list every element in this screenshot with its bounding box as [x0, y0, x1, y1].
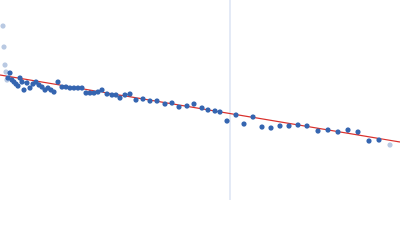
data-point [241, 121, 247, 127]
data-point [315, 128, 321, 134]
data-point [87, 90, 93, 96]
data-point [91, 90, 97, 96]
data-point [17, 75, 23, 81]
data-point [21, 87, 27, 93]
data-point [5, 75, 11, 81]
data-point [277, 123, 283, 129]
data-point [154, 98, 160, 104]
data-point [133, 97, 139, 103]
data-point [212, 108, 218, 114]
data-point [79, 85, 85, 91]
data-point [233, 112, 239, 118]
data-point [191, 101, 197, 107]
data-point [162, 101, 168, 107]
page: (() => { const data = JSON.parse(documen… [0, 0, 400, 200]
data-point [217, 109, 223, 115]
data-point [104, 91, 110, 97]
data-point [366, 138, 372, 144]
data-point [127, 91, 133, 97]
data-point [83, 90, 89, 96]
data-point [0, 23, 6, 29]
data-point [325, 127, 331, 133]
data-point [1, 44, 7, 50]
data-point [3, 69, 9, 75]
data-point [95, 89, 101, 95]
data-point [387, 142, 393, 148]
data-point [24, 80, 30, 86]
data-point [295, 122, 301, 128]
data-point [109, 92, 115, 98]
data-point [259, 124, 265, 130]
data-point [63, 84, 69, 90]
data-point [224, 118, 230, 124]
data-point [59, 84, 65, 90]
data-point [140, 96, 146, 102]
data-point [2, 62, 8, 68]
data-point [27, 85, 33, 91]
data-point [15, 83, 21, 89]
data-point [113, 92, 119, 98]
data-point [55, 79, 61, 85]
data-point [355, 129, 361, 135]
data-point [268, 125, 274, 131]
data-point [75, 85, 81, 91]
data-point [71, 85, 77, 91]
data-point [304, 123, 310, 129]
data-point [176, 104, 182, 110]
data-point [117, 95, 123, 101]
chart [0, 0, 400, 200]
data-point [67, 85, 73, 91]
data-point [205, 107, 211, 113]
data-point [99, 87, 105, 93]
data-point [286, 123, 292, 129]
data-point [122, 92, 128, 98]
data-point [335, 129, 341, 135]
data-point [199, 105, 205, 111]
data-point [376, 137, 382, 143]
data-point [147, 98, 153, 104]
data-point [184, 103, 190, 109]
data-point [345, 127, 351, 133]
data-point [19, 79, 25, 85]
data-point [250, 114, 256, 120]
data-point [51, 89, 57, 95]
data-point [169, 100, 175, 106]
data-point [7, 70, 13, 76]
